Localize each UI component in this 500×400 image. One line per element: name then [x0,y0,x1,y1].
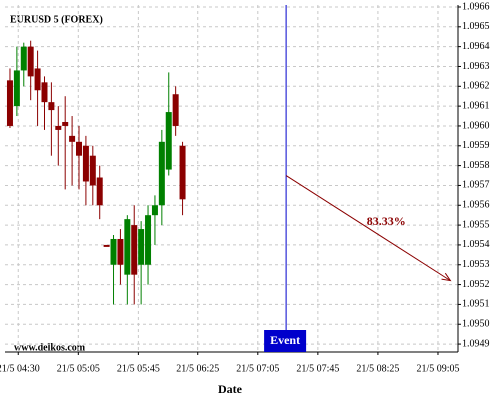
candle-body [96,177,103,206]
candle-body [62,121,69,126]
y-tick-label: 1.0958 [462,160,490,171]
x-tick-label: 21/5 06:25 [176,363,219,374]
y-tick-label: 1.0963 [462,61,490,72]
candle-body [34,68,41,91]
y-tick-label: 1.0954 [462,239,490,250]
candle-body [117,238,124,265]
y-tick-label: 1.0952 [462,279,490,290]
source: www.delkos.com [14,342,86,353]
y-tick-label: 1.0959 [462,140,490,151]
candle-body [69,135,76,142]
y-tick-label: 1.0962 [462,81,490,92]
y-tick-label: 1.0964 [462,41,490,52]
candle-body [55,125,62,130]
arrow [285,175,451,282]
candle-body [13,70,20,107]
y-tick-label: 1.0951 [462,299,490,310]
y-tick-label: 1.0953 [462,259,490,270]
y-tick-label: 1.0949 [462,338,490,349]
candle-body [82,145,89,182]
arrow-head [441,272,452,282]
candle-body [131,225,138,275]
candle-body [110,238,117,265]
x-tick-label: 21/5 04:30 [0,363,40,374]
candle-body [138,229,145,265]
candle-body [89,155,96,186]
y-tick-label: 1.0956 [462,200,490,211]
x-axis-label: Date [218,382,243,396]
y-tick-label: 1.0957 [462,180,490,191]
candle-body [179,145,186,200]
candle-body [48,102,55,111]
y-tick-label: 1.0965 [462,21,490,32]
event-label: Event [270,333,300,347]
candle-body [151,205,158,216]
candle-body [6,80,13,126]
event-box [264,330,307,352]
candle-body [103,244,110,247]
x-tick-label: 21/5 07:05 [236,363,279,374]
y-tick-label: 1.0950 [462,319,490,330]
candle-body [20,46,27,71]
y-tick-label: 1.0961 [462,100,490,111]
x-tick-label: 21/5 05:05 [57,363,100,374]
candle-body [124,219,131,275]
candle-body [172,94,179,126]
candle-body [158,141,165,206]
candle-body [165,112,172,170]
x-tick-label: 21/5 07:45 [296,363,339,374]
candle-body [145,215,152,265]
arrow-label: 83.33% [367,214,406,228]
y-tick-label: 1.0955 [462,219,490,230]
y-tick-label: 1.0966 [462,1,490,12]
x-tick-label: 21/5 08:25 [356,363,399,374]
candle-body [27,46,34,77]
candle-body [76,141,83,156]
candle-body [41,82,48,103]
x-tick-label: 21/5 05:45 [117,363,160,374]
chart-title: EURUSD 5 (FOREX) [10,14,103,25]
x-tick-label: 21/5 09:05 [416,363,459,374]
y-tick-label: 1.0960 [462,120,490,131]
